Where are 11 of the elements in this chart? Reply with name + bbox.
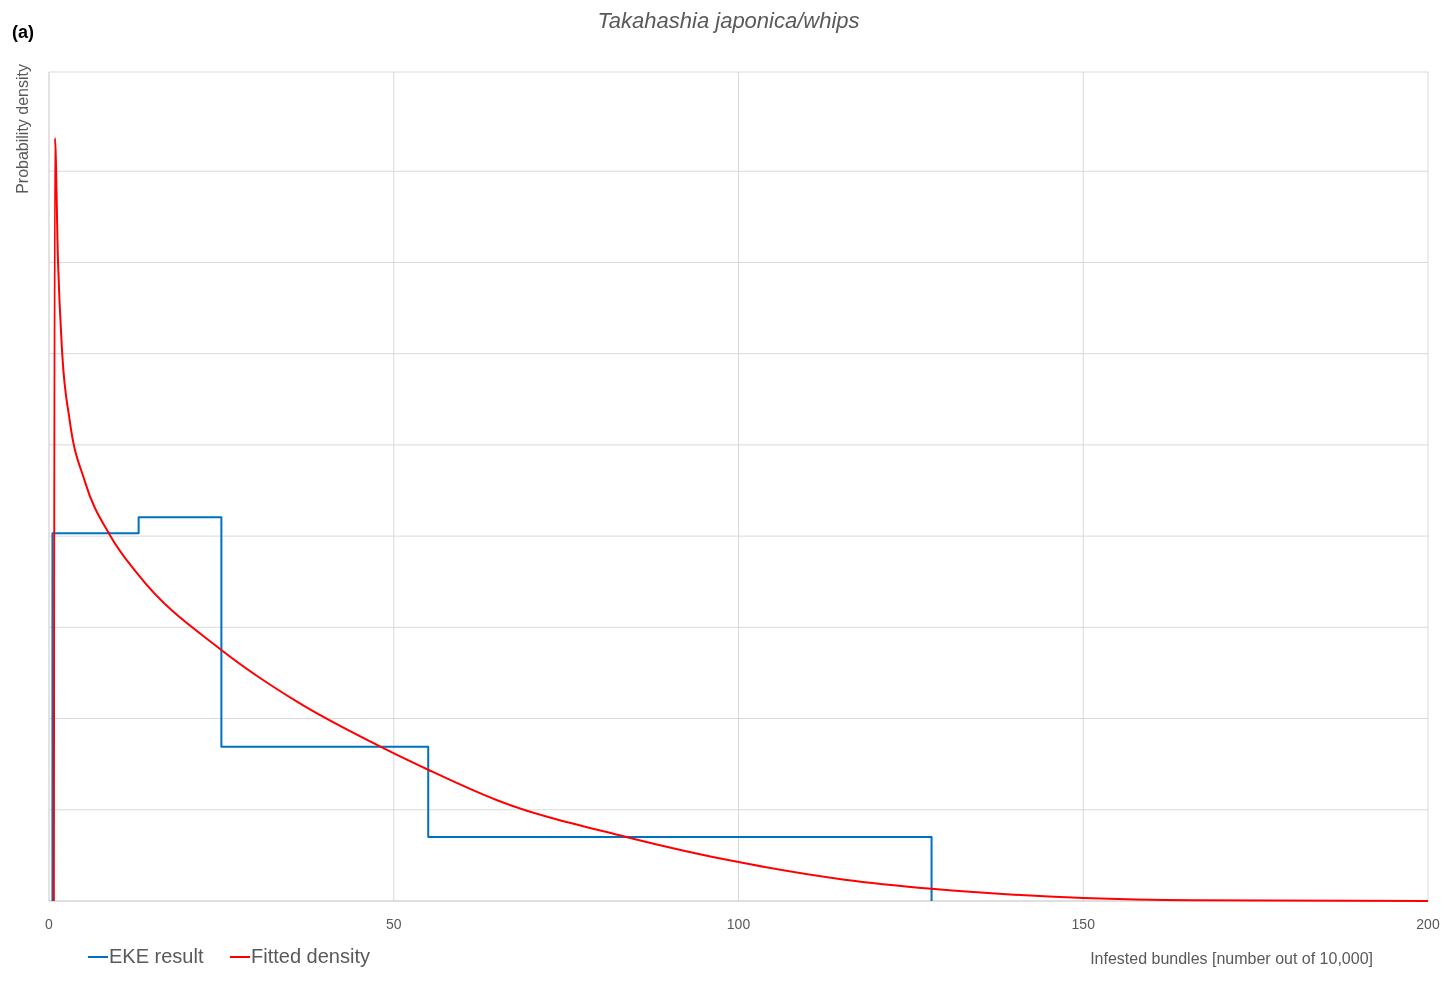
x-tick-label: 200: [1416, 916, 1440, 932]
x-tick-label: 100: [726, 916, 751, 932]
chart-title: Takahashia japonica/whips: [597, 8, 860, 33]
legend-label: EKE result: [109, 945, 204, 967]
x-axis-title: Infested bundles [number out of 10,000]: [1090, 950, 1373, 967]
x-tick-label: 150: [1071, 916, 1096, 932]
legend-label: Fitted density: [251, 945, 370, 967]
text: (a): [12, 22, 34, 42]
x-tick-label: 50: [385, 916, 402, 932]
x-tick-label: 0: [45, 916, 54, 932]
y-axis-title: Probability density: [14, 64, 31, 194]
